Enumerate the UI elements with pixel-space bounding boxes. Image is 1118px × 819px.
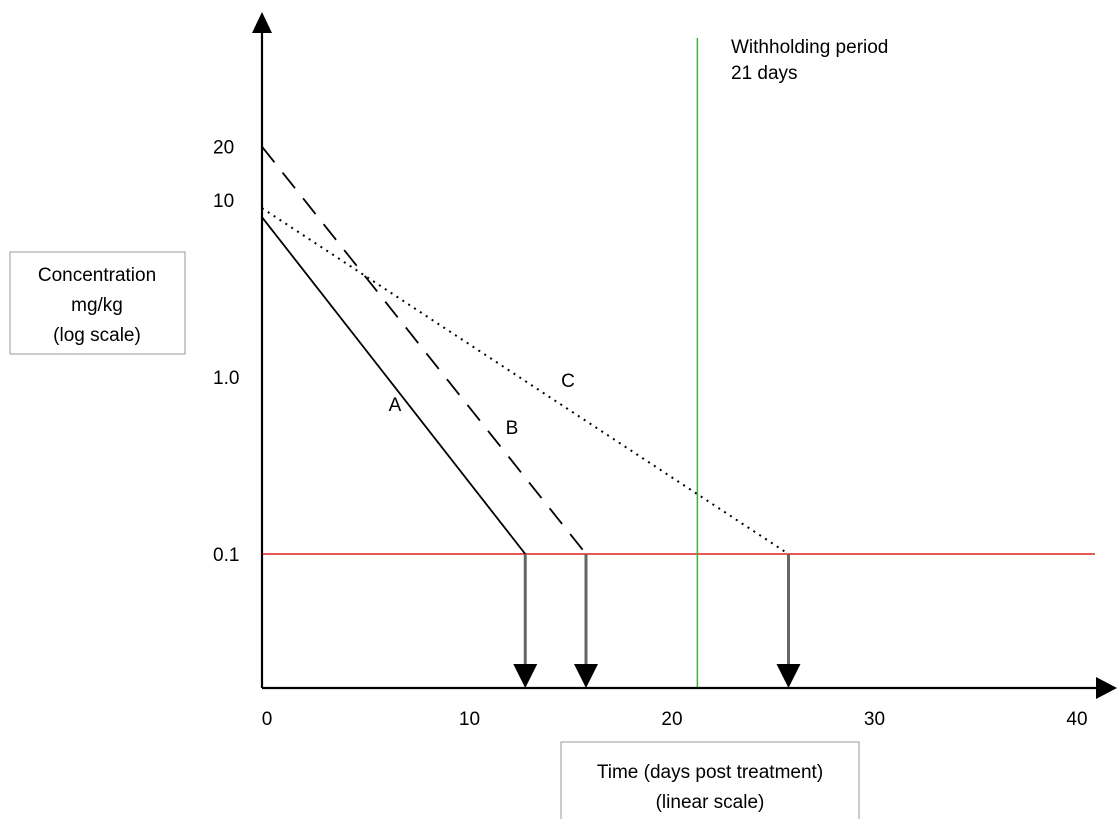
series-layer: A B C bbox=[261, 146, 790, 555]
drop-arrow-head bbox=[776, 664, 801, 688]
x-tick-label: 30 bbox=[864, 709, 885, 730]
x-tick-label: 10 bbox=[459, 709, 480, 730]
series-label-a: A bbox=[389, 395, 402, 416]
withholding-annotation-line-1: Withholding period bbox=[731, 37, 888, 58]
x-tick-label: 20 bbox=[661, 709, 682, 730]
y-tick-labels: 0.1 1.0 10 20 bbox=[213, 138, 239, 566]
y-tick-label: 0.1 bbox=[213, 545, 239, 566]
series-label-b: B bbox=[506, 418, 519, 439]
x-axis-arrowhead bbox=[1096, 677, 1117, 699]
y-axis-title-line-1: Concentration bbox=[38, 265, 156, 286]
x-axis-title-line-2: (linear scale) bbox=[656, 792, 765, 813]
y-axis-title-line-3: (log scale) bbox=[53, 325, 141, 346]
y-tick-label: 10 bbox=[213, 191, 234, 212]
y-tick-label: 1.0 bbox=[213, 368, 239, 389]
y-axis-arrowhead bbox=[252, 12, 272, 33]
x-axis-title: Time (days post treatment) (linear scale… bbox=[560, 741, 860, 819]
y-tick-label: 20 bbox=[213, 138, 234, 159]
series-line-b bbox=[261, 146, 587, 555]
x-tick-label: 0 bbox=[262, 709, 273, 730]
x-axis-title-box bbox=[560, 741, 860, 819]
drop-arrows bbox=[513, 554, 801, 688]
x-tick-labels: 0 10 20 30 40 bbox=[262, 709, 1088, 730]
series-label-c: C bbox=[561, 371, 575, 392]
x-tick-label: 40 bbox=[1066, 709, 1087, 730]
y-axis-title-line-2: mg/kg bbox=[71, 295, 123, 316]
drop-arrow-head bbox=[574, 664, 598, 688]
x-axis-title-line-1: Time (days post treatment) bbox=[597, 762, 823, 783]
series-line-a bbox=[261, 216, 526, 555]
withholding-annotation-line-2: 21 days bbox=[731, 63, 798, 84]
y-axis-title-box bbox=[9, 251, 186, 355]
y-axis-title: Concentration mg/kg (log scale) bbox=[9, 251, 186, 355]
drop-arrow-head bbox=[513, 664, 538, 688]
series-line-c bbox=[261, 207, 790, 555]
